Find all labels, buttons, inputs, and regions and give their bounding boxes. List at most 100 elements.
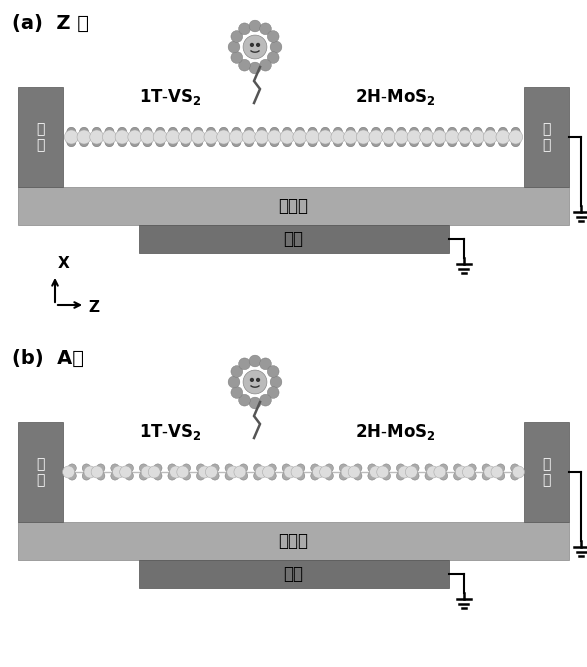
Circle shape: [311, 464, 319, 472]
Circle shape: [156, 138, 165, 147]
Circle shape: [463, 466, 474, 478]
Circle shape: [68, 464, 76, 472]
Circle shape: [368, 472, 376, 480]
Circle shape: [435, 127, 444, 136]
Circle shape: [308, 127, 317, 136]
Circle shape: [251, 378, 254, 382]
Circle shape: [369, 130, 383, 144]
Circle shape: [471, 130, 485, 144]
Circle shape: [67, 127, 76, 136]
Circle shape: [242, 130, 256, 144]
Circle shape: [356, 130, 370, 144]
Circle shape: [191, 130, 205, 144]
Circle shape: [90, 130, 104, 144]
Circle shape: [267, 366, 279, 378]
Circle shape: [410, 127, 419, 136]
Circle shape: [177, 466, 189, 478]
Circle shape: [511, 464, 519, 472]
Circle shape: [102, 130, 116, 144]
Circle shape: [91, 466, 103, 478]
Circle shape: [512, 466, 524, 478]
Circle shape: [140, 130, 154, 144]
Circle shape: [125, 472, 133, 480]
Circle shape: [249, 355, 261, 367]
Circle shape: [232, 127, 241, 136]
Circle shape: [239, 394, 251, 406]
Circle shape: [422, 138, 431, 147]
Circle shape: [211, 464, 219, 472]
Circle shape: [411, 472, 419, 480]
Circle shape: [120, 466, 131, 478]
Circle shape: [331, 130, 345, 144]
Circle shape: [115, 130, 129, 144]
Circle shape: [482, 464, 491, 472]
Circle shape: [270, 376, 282, 388]
Circle shape: [231, 387, 242, 398]
Circle shape: [321, 127, 330, 136]
Text: 电介质: 电介质: [278, 197, 309, 215]
Circle shape: [68, 472, 76, 480]
Text: 栅极: 栅极: [284, 565, 303, 583]
Circle shape: [425, 472, 433, 480]
Circle shape: [359, 127, 368, 136]
Circle shape: [111, 472, 119, 480]
Circle shape: [205, 466, 217, 478]
Circle shape: [370, 466, 382, 478]
Circle shape: [341, 466, 353, 478]
Circle shape: [257, 138, 266, 147]
Circle shape: [267, 31, 279, 43]
Circle shape: [377, 466, 389, 478]
Circle shape: [267, 51, 279, 63]
Circle shape: [255, 466, 267, 478]
Circle shape: [318, 130, 332, 144]
Circle shape: [227, 466, 239, 478]
Circle shape: [270, 127, 279, 136]
Circle shape: [166, 130, 180, 144]
Circle shape: [149, 466, 160, 478]
Circle shape: [511, 127, 520, 136]
Circle shape: [456, 466, 467, 478]
Circle shape: [77, 130, 91, 144]
Circle shape: [333, 127, 342, 136]
Circle shape: [339, 472, 348, 480]
Circle shape: [268, 130, 281, 144]
Text: $\mathbf{2H\text{-}MoS_2}$: $\mathbf{2H\text{-}MoS_2}$: [355, 87, 436, 107]
Text: 栅极: 栅极: [284, 230, 303, 248]
Circle shape: [427, 466, 438, 478]
Circle shape: [333, 138, 342, 147]
Circle shape: [397, 138, 406, 147]
Circle shape: [448, 138, 457, 147]
Circle shape: [422, 127, 431, 136]
Bar: [139, 560, 448, 588]
Circle shape: [232, 138, 241, 147]
Circle shape: [153, 130, 167, 144]
Circle shape: [257, 127, 266, 136]
Circle shape: [382, 472, 390, 480]
Text: (a)  Z 型: (a) Z 型: [12, 13, 89, 33]
Circle shape: [282, 472, 291, 480]
Circle shape: [498, 127, 507, 136]
Circle shape: [156, 127, 165, 136]
Circle shape: [473, 127, 482, 136]
Circle shape: [207, 138, 215, 147]
Circle shape: [259, 59, 271, 71]
Circle shape: [454, 464, 462, 472]
Circle shape: [243, 370, 267, 394]
Circle shape: [511, 472, 519, 480]
Circle shape: [105, 127, 114, 136]
Circle shape: [439, 464, 448, 472]
Circle shape: [96, 472, 105, 480]
Circle shape: [348, 466, 360, 478]
Circle shape: [139, 472, 148, 480]
Circle shape: [420, 130, 434, 144]
Circle shape: [372, 138, 380, 147]
Circle shape: [483, 130, 497, 144]
Circle shape: [282, 464, 291, 472]
Circle shape: [181, 127, 190, 136]
Circle shape: [473, 138, 482, 147]
Circle shape: [394, 130, 409, 144]
Circle shape: [384, 127, 393, 136]
Circle shape: [231, 31, 242, 43]
Bar: [18, 187, 569, 225]
Circle shape: [230, 130, 244, 144]
